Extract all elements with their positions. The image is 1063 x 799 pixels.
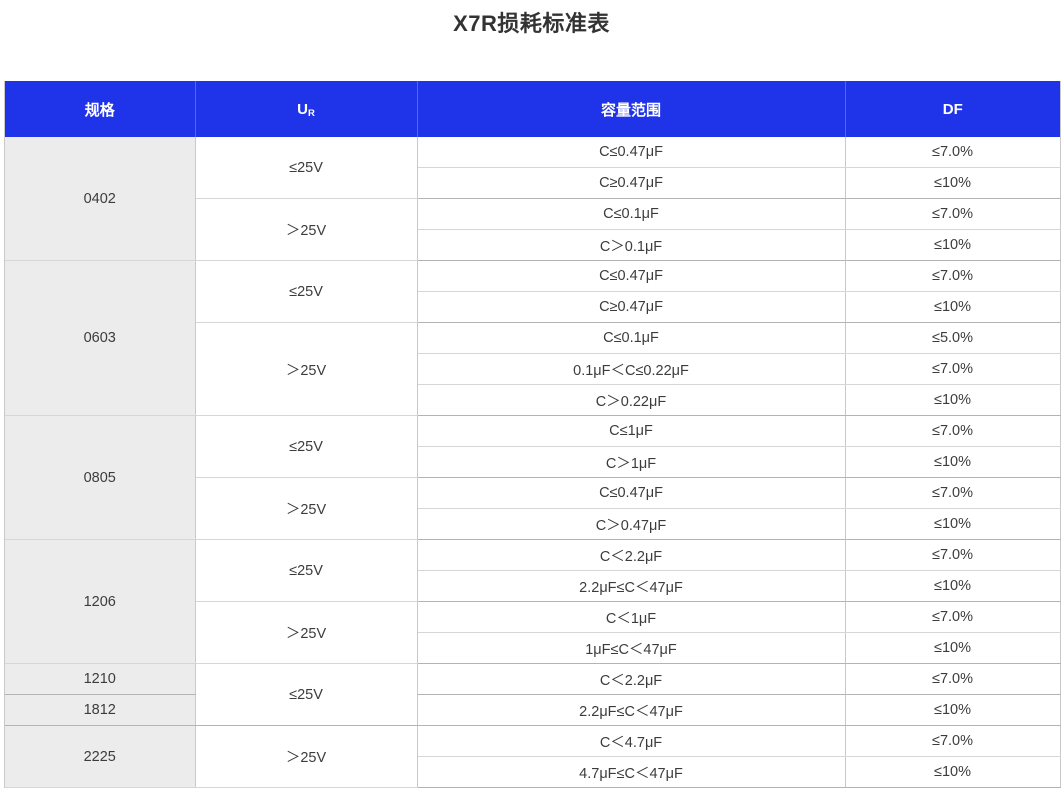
capacity-range-cell: C＞0.22μF [417, 384, 846, 416]
column-header-capacity-range: 容量范围 [417, 81, 846, 137]
table-row: 0402 ≤25V C≤0.47μF ≤7.0% [5, 137, 1061, 261]
table-body: 0402 ≤25V C≤0.47μF ≤7.0% C≥0.47μF ≤10% ＞25V C≤0… [5, 137, 1061, 788]
column-header-spec: 规格 [5, 81, 196, 137]
df-value-cell: ≤7.0% [845, 725, 1061, 757]
table-row: ＞25V C＜1μF ≤7.0% [5, 601, 1061, 664]
capacity-range-cell: 4.7μF≤C＜47μF [417, 756, 846, 788]
table-row: 0.1μF＜C≤0.22μF ≤7.0% [5, 353, 1061, 385]
ur-main-label: U [297, 100, 308, 118]
table-header-row: 规格 UR 容量范围 DF [5, 81, 1060, 137]
capacity-range-cell: C≤0.47μF [417, 260, 846, 292]
df-value-cell: ≤7.0% [845, 137, 1061, 168]
spec-cell: 1210 [5, 663, 196, 695]
capacity-range-cell: C＞0.1μF [417, 229, 846, 261]
capacity-range-cell: 1μF≤C＜47μF [417, 632, 846, 664]
x7r-loss-standard-table: 规格 UR 容量范围 DF 0402 ≤25V C≤0.47μF ≤7.0% C≥0.4… [5, 81, 1061, 788]
capacity-range-cell: C≥0.47μF [417, 167, 846, 199]
capacity-range-cell: 2.2μF≤C＜47μF [417, 570, 846, 602]
table-row: C＞0.1μF ≤10% [5, 229, 1061, 261]
spec-cell: 2225 [5, 725, 196, 788]
spec-cell: 0402 [5, 137, 196, 261]
df-value-cell: ≤7.0% [845, 601, 1061, 633]
df-value-cell: ≤10% [845, 756, 1061, 788]
df-value-cell: ≤7.0% [845, 477, 1061, 509]
capacity-range-cell: C＜2.2μF [417, 663, 846, 695]
df-value-cell: ≤5.0% [845, 322, 1061, 354]
df-value-cell: ≤10% [845, 632, 1061, 664]
capacity-range-cell: 0.1μF＜C≤0.22μF [417, 353, 846, 385]
rated-voltage-cell: ＞25V [195, 601, 418, 664]
spec-cell: 1206 [5, 539, 196, 664]
table-row: 1μF≤C＜47μF ≤10% [5, 632, 1061, 664]
spec-table-container: 规格 UR 容量范围 DF 0402 ≤25V C≤0.47μF ≤7.0% C≥0.4… [4, 81, 1061, 788]
spec-cell: 1812 [5, 694, 196, 726]
df-value-cell: ≤7.0% [845, 663, 1061, 695]
table-row: ＞25V C≤0.1μF ≤5.0% [5, 322, 1061, 416]
df-value-cell: ≤7.0% [845, 260, 1061, 292]
rated-voltage-cell: ≤25V [195, 260, 418, 323]
capacity-range-cell: C≤0.1μF [417, 322, 846, 354]
df-value-cell: ≤10% [845, 570, 1061, 602]
table-row: 2.2μF≤C＜47μF ≤10% [5, 570, 1061, 602]
spec-cell: 0603 [5, 260, 196, 416]
df-value-cell: ≤10% [845, 291, 1061, 323]
df-value-cell: ≤7.0% [845, 539, 1061, 571]
ur-subscript-label: R [307, 107, 315, 119]
table-row: 2225 ＞25V C＜4.7μF ≤7.0% [5, 725, 1061, 788]
table-row: 4.7μF≤C＜47μF ≤10% [5, 756, 1061, 788]
capacity-range-cell: C＜1μF [417, 601, 846, 633]
table-row: C＞0.22μF ≤10% [5, 384, 1061, 416]
table-row: 0603 ≤25V C≤0.47μF ≤7.0% [5, 260, 1061, 416]
df-value-cell: ≤7.0% [845, 353, 1061, 385]
capacity-range-cell: 2.2μF≤C＜47μF [417, 694, 846, 726]
rated-voltage-cell: ≤25V [195, 663, 418, 726]
table-row: 1812 2.2μF≤C＜47μF ≤10% [5, 694, 1061, 726]
df-value-cell: ≤7.0% [845, 198, 1061, 230]
capacity-range-cell: C＜2.2μF [417, 539, 846, 571]
capacity-range-cell: C≥0.47μF [417, 291, 846, 323]
column-header-df: DF [845, 81, 1060, 137]
df-value-cell: ≤10% [845, 167, 1061, 199]
rated-voltage-cell: ≤25V [195, 415, 418, 478]
table-row: ＞25V C≤0.47μF ≤7.0% [5, 477, 1061, 540]
spec-cell: 0805 [5, 415, 196, 540]
capacity-range-cell: C≤0.47μF [417, 137, 846, 168]
table-row: 1210 ≤25V C＜2.2μF ≤7.0% [5, 663, 1061, 726]
df-value-cell: ≤7.0% [845, 415, 1061, 447]
capacity-range-cell: C＞1μF [417, 446, 846, 478]
capacity-range-cell: C≤0.1μF [417, 198, 846, 230]
table-row: C＞0.47μF ≤10% [5, 508, 1061, 540]
df-value-cell: ≤10% [845, 384, 1061, 416]
table-header: 规格 UR 容量范围 DF [5, 81, 1060, 137]
rated-voltage-cell: ＞25V [195, 725, 418, 788]
df-value-cell: ≤10% [845, 446, 1061, 478]
df-value-cell: ≤10% [845, 229, 1061, 261]
table-row: C≥0.47μF ≤10% [5, 291, 1061, 323]
capacity-range-cell: C≤1μF [417, 415, 846, 447]
capacity-range-cell: C＜4.7μF [417, 725, 846, 757]
table-row: ＞25V C≤0.1μF ≤7.0% [5, 198, 1061, 261]
rated-voltage-cell: ＞25V [195, 477, 418, 540]
rated-voltage-cell: ＞25V [195, 322, 418, 416]
rated-voltage-cell: ≤25V [195, 539, 418, 602]
table-row: C＞1μF ≤10% [5, 446, 1061, 478]
page-title: X7R损耗标准表 [453, 11, 610, 36]
df-value-cell: ≤10% [845, 694, 1061, 726]
rated-voltage-cell: ＞25V [195, 198, 418, 261]
capacity-range-cell: C＞0.47μF [417, 508, 846, 540]
column-header-ur: UR [195, 81, 418, 137]
table-row: 0805 ≤25V C≤1μF ≤7.0% [5, 415, 1061, 540]
table-row: 1206 ≤25V C＜2.2μF ≤7.0% [5, 539, 1061, 664]
table-row: C≥0.47μF ≤10% [5, 167, 1061, 199]
rated-voltage-cell: ≤25V [195, 137, 418, 199]
capacity-range-cell: C≤0.47μF [417, 477, 846, 509]
df-value-cell: ≤10% [845, 508, 1061, 540]
